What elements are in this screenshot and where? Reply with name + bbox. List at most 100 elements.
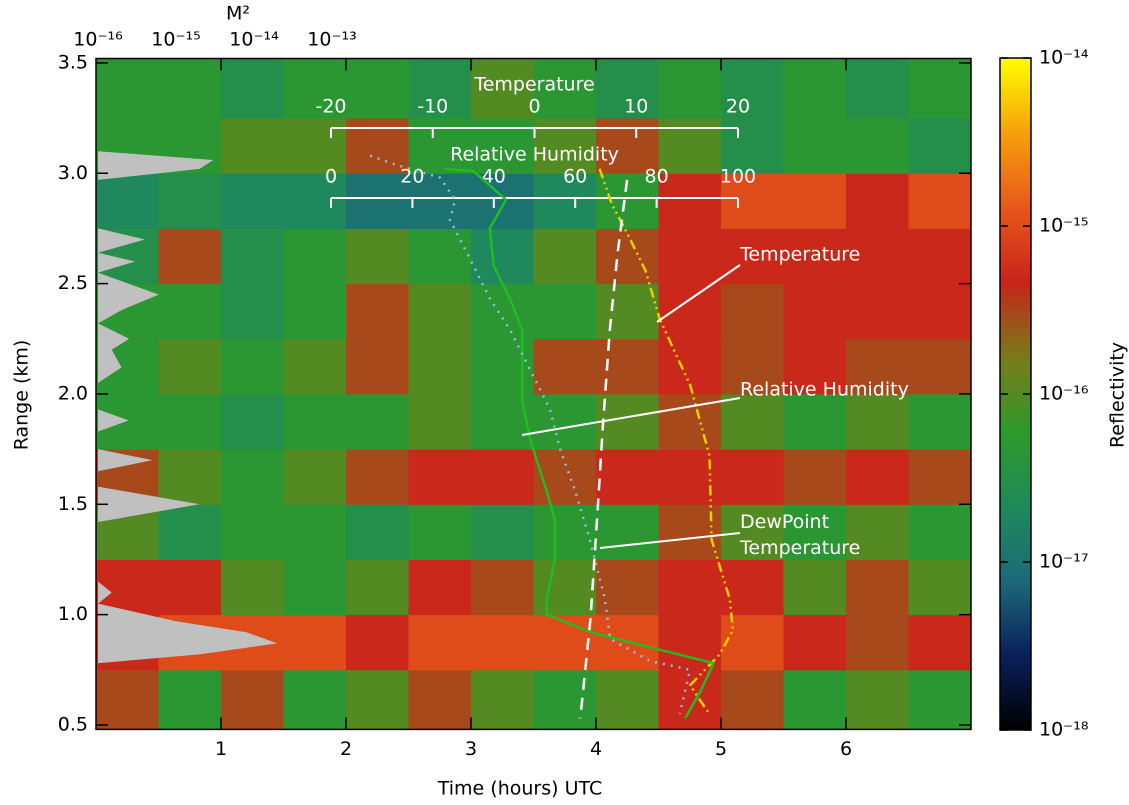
heatmap-cell <box>471 173 534 229</box>
overlay-tick-label: -20 <box>315 96 346 118</box>
x-tick-label: 4 <box>590 738 602 760</box>
heatmap-cell <box>346 228 409 285</box>
m2-tick-label: 10⁻¹³ <box>307 29 356 51</box>
heatmap-cell <box>158 669 222 730</box>
heatmap-cell <box>221 669 284 730</box>
heatmap-cell <box>346 173 409 229</box>
heatmap-cell <box>158 58 222 119</box>
heatmap-cell <box>783 559 847 616</box>
heatmap-cell <box>533 58 597 119</box>
heatmap-cell <box>408 504 472 560</box>
heatmap-cell <box>846 449 909 505</box>
heatmap-cell <box>908 449 971 505</box>
heatmap-cell <box>471 393 534 450</box>
overlay-tick-label: 0 <box>528 96 540 118</box>
heatmap-cell <box>471 504 534 560</box>
colorbar-tick-label: 10⁻¹⁷ <box>1039 551 1088 573</box>
profile-line <box>369 154 692 715</box>
heatmap-cell <box>408 58 472 119</box>
y-tick-label: 0.5 <box>58 713 88 735</box>
overlay-tick-label: 20 <box>400 166 424 188</box>
heatmap-cell <box>346 504 409 560</box>
heatmap-cell <box>408 449 472 505</box>
heatmap-cell <box>721 669 784 730</box>
heatmap-cell <box>408 283 472 340</box>
m2-axis-title: M² <box>226 3 250 25</box>
overlay-axis-title: Temperature <box>473 74 594 96</box>
heatmap-cell <box>908 173 971 229</box>
heatmap-cell <box>721 559 784 616</box>
heatmap-cell <box>783 504 847 560</box>
overlay-tick-label: 20 <box>726 96 750 118</box>
heatmap-cell <box>908 669 971 730</box>
heatmap-cell <box>596 58 659 119</box>
heatmap-cell <box>158 228 222 285</box>
annotation-pointer <box>599 532 741 549</box>
heatmap-cell <box>158 393 222 450</box>
heatmap-cell <box>471 614 534 671</box>
heatmap-cell <box>408 338 472 395</box>
heatmap-cell <box>346 338 409 395</box>
heatmap-cell <box>846 393 909 450</box>
heatmap-cell <box>533 669 597 730</box>
heatmap-cell <box>221 118 284 174</box>
heatmap-cell <box>283 449 347 505</box>
heatmap-cell <box>721 338 784 395</box>
heatmap-cell <box>283 504 347 560</box>
heatmap-cell <box>283 614 347 671</box>
heatmap-cell <box>908 118 971 174</box>
overlay-tick-label: 100 <box>720 166 756 188</box>
heatmap-cell <box>158 449 222 505</box>
heatmap-cell <box>283 669 347 730</box>
heatmap-cell <box>346 559 409 616</box>
heatmap-cell <box>846 58 909 119</box>
annotation-line: Temperature <box>739 537 860 559</box>
heatmap-cell <box>846 283 909 340</box>
annotation-label: Relative Humidity <box>740 379 909 401</box>
heatmap-cell <box>221 228 284 285</box>
heatmap-cell <box>596 559 659 616</box>
y-tick-label: 1.0 <box>58 603 88 625</box>
heatmap-cell <box>596 228 659 285</box>
heatmap-cell <box>221 559 284 616</box>
overlay-tick-label: 60 <box>563 166 587 188</box>
heatmap-cell <box>846 173 909 229</box>
heatmap-cell <box>346 58 409 119</box>
heatmap-cell <box>783 283 847 340</box>
heatmap-cell <box>221 173 284 229</box>
heatmap-cell <box>408 393 472 450</box>
heatmap-cell <box>221 504 284 560</box>
heatmap-cell <box>721 614 784 671</box>
heatmap-cell <box>533 393 597 450</box>
heatmap-cell <box>408 559 472 616</box>
heatmap-cell <box>346 393 409 450</box>
heatmap-cell <box>471 228 534 285</box>
heatmap-cell <box>283 393 347 450</box>
heatmap-cell <box>346 449 409 505</box>
m2-tick-label: 10⁻¹⁵ <box>151 29 200 51</box>
heatmap-cell <box>846 504 909 560</box>
heatmap-cell <box>721 504 784 560</box>
heatmap-cell <box>596 283 659 340</box>
profile-line <box>579 179 629 719</box>
heatmap-cell <box>721 173 784 229</box>
heatmap-cell <box>158 338 222 395</box>
heatmap-cell <box>783 393 847 450</box>
heatmap-cell <box>346 283 409 340</box>
heatmap-cell <box>533 228 597 285</box>
heatmap-cell <box>283 338 347 395</box>
heatmap-cell <box>596 393 659 450</box>
heatmap-cell <box>408 669 472 730</box>
y-tick-label: 1.5 <box>58 493 88 515</box>
heatmap-cell <box>908 228 971 285</box>
heatmap-cell <box>783 338 847 395</box>
x-axis-title: Time (hours) UTC <box>437 778 603 800</box>
heatmap-cell <box>346 614 409 671</box>
heatmap-cell <box>846 118 909 174</box>
heatmap-cell <box>658 449 722 505</box>
colorbar-tick-label: 10⁻¹⁸ <box>1039 719 1088 741</box>
x-tick-label: 1 <box>215 738 227 760</box>
heatmap-cell <box>783 449 847 505</box>
heatmap-cell <box>721 393 784 450</box>
